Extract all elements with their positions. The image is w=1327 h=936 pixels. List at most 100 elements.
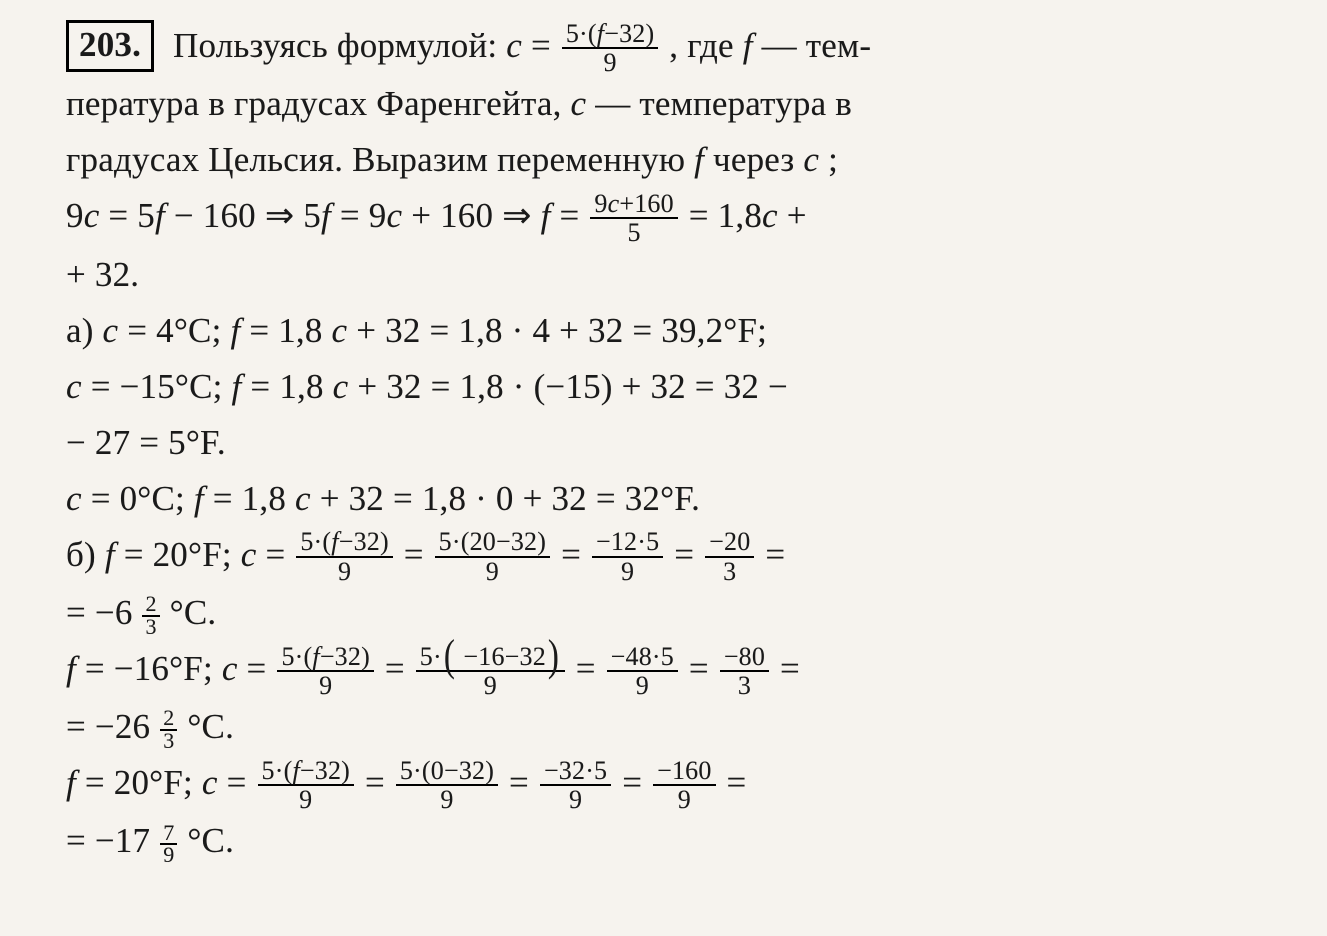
- text: + 32 = 1,8 · (−15) + 32 = 32 −: [348, 367, 788, 406]
- text: = 1,8: [689, 196, 762, 235]
- var-f: f: [597, 19, 604, 48]
- var-f: f: [331, 527, 338, 556]
- line-15: = −17 7 9 °C.: [66, 813, 1287, 869]
- fraction: 9c+160 5: [590, 190, 677, 247]
- fraction-num: −80: [720, 643, 769, 672]
- eq: =: [561, 535, 590, 574]
- fraction-num: 5·(0−32): [396, 757, 498, 786]
- line-7: c = −15°C; f = 1,8 c + 32 = 1,8 · (−15) …: [66, 359, 1287, 415]
- line-13: = −26 2 3 °C.: [66, 699, 1287, 755]
- mixed-fraction: 2 3: [160, 708, 177, 752]
- text: Пользуясь формулой:: [173, 26, 506, 65]
- text: а): [66, 311, 103, 350]
- fraction-num: −160: [653, 757, 715, 786]
- fraction-num: −48·5: [607, 643, 678, 672]
- text: =: [238, 649, 276, 688]
- var-f: f: [541, 196, 551, 235]
- text: =: [257, 535, 295, 574]
- text: б): [66, 535, 105, 574]
- fraction-num: 5·(f−32): [258, 757, 354, 786]
- fraction-formula: 5·(f−32) 9: [562, 20, 658, 77]
- line-3: градусах Цельсия. Выразим переменную f ч…: [66, 132, 1287, 188]
- text: =: [218, 763, 256, 802]
- var-f: f: [155, 196, 165, 235]
- fraction-den: 9: [562, 49, 658, 76]
- var-f: f: [312, 642, 319, 671]
- fraction: 5·( −16−32) 9: [416, 643, 565, 700]
- var-f: f: [232, 367, 242, 406]
- fraction: −160 9: [653, 757, 715, 814]
- fraction-num: −12·5: [592, 528, 663, 557]
- fraction-den: 9: [416, 672, 565, 699]
- text: — тем-: [762, 26, 872, 65]
- eq: =: [385, 649, 414, 688]
- fraction: −48·5 9: [607, 643, 678, 700]
- eq: =: [689, 649, 718, 688]
- text: ;: [828, 140, 838, 179]
- text: − 27 = 5°F.: [66, 423, 226, 462]
- var-c: c: [332, 311, 348, 350]
- fraction-num: −20: [705, 528, 754, 557]
- line-11: = −6 2 3 °C.: [66, 585, 1287, 641]
- fraction-den: 5: [590, 219, 677, 246]
- fraction-den: 9: [258, 786, 354, 813]
- text: −16−32: [457, 642, 546, 671]
- fraction-num: −32·5: [540, 757, 611, 786]
- eq: =: [765, 535, 785, 574]
- text: = −15°C;: [82, 367, 232, 406]
- fraction-den: 3: [705, 558, 754, 585]
- var-c: c: [66, 479, 82, 518]
- fraction-num: 9c+160: [590, 190, 677, 219]
- var-f: f: [66, 763, 76, 802]
- fraction-num: 5·(f−32): [296, 528, 392, 557]
- fraction: −20 3: [705, 528, 754, 585]
- text: °C.: [187, 821, 234, 860]
- fraction: −12·5 9: [592, 528, 663, 585]
- fraction-den: 9: [653, 786, 715, 813]
- fraction-den: 9: [296, 558, 392, 585]
- var-c: c: [387, 196, 403, 235]
- fraction-den: 9: [540, 786, 611, 813]
- fraction-den: 3: [160, 731, 177, 752]
- line-10: б) f = 20°F; c = 5·(f−32) 9 = 5·(20−32) …: [66, 527, 1287, 585]
- var-f: f: [694, 140, 704, 179]
- fraction-num: 5·(f−32): [562, 20, 658, 49]
- fraction: 5·(0−32) 9: [396, 757, 498, 814]
- eq: =: [674, 535, 703, 574]
- line-5: + 32.: [66, 247, 1287, 303]
- eq: =: [404, 535, 433, 574]
- var-c: c: [103, 311, 119, 350]
- fraction: 5·(20−32) 9: [435, 528, 550, 585]
- text: °C.: [170, 593, 217, 632]
- text: = 5: [108, 196, 155, 235]
- text: =: [560, 196, 589, 235]
- eq: =: [727, 763, 747, 802]
- var-c: c: [333, 367, 349, 406]
- text: = 0°C;: [82, 479, 194, 518]
- var-c: c: [84, 196, 100, 235]
- var-f: f: [743, 26, 753, 65]
- var-c: c: [241, 535, 257, 574]
- text: = 9: [340, 196, 387, 235]
- fraction-den: 9: [607, 672, 678, 699]
- var-f: f: [321, 196, 331, 235]
- var-f: f: [292, 756, 299, 785]
- text: градусах Цельсия. Выразим переменную: [66, 140, 694, 179]
- fraction: −32·5 9: [540, 757, 611, 814]
- fraction-den: 9: [435, 558, 550, 585]
- text: = −16°F;: [76, 649, 222, 688]
- eq: =: [509, 763, 538, 802]
- text: , где: [669, 26, 742, 65]
- text: + 32.: [66, 255, 139, 294]
- text: = 4°C;: [118, 311, 230, 350]
- text: = −26: [66, 707, 150, 746]
- var-c: c: [608, 189, 620, 218]
- mixed-fraction: 7 9: [160, 823, 177, 867]
- text: — температура в: [595, 84, 852, 123]
- fraction: −80 3: [720, 643, 769, 700]
- text: = 1,8: [240, 311, 322, 350]
- fraction-num: 5·( −16−32): [416, 643, 565, 672]
- text: через: [713, 140, 803, 179]
- text: = −17: [66, 821, 150, 860]
- var-f: f: [105, 535, 115, 574]
